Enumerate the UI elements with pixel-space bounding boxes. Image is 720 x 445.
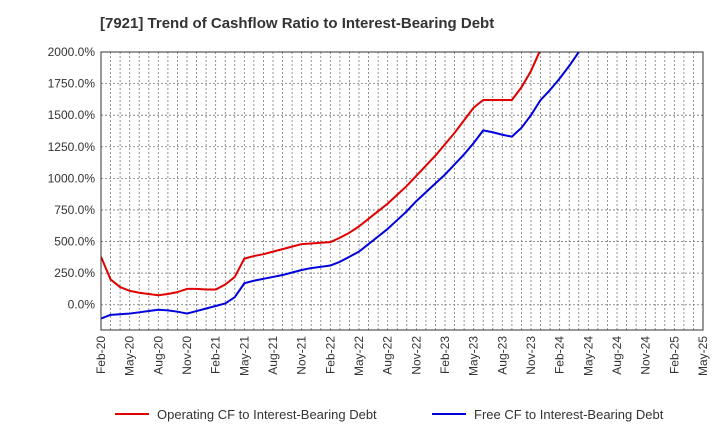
series-layer [101, 52, 580, 320]
y-tick-label: 0.0% [68, 298, 96, 312]
x-tick-label: May-23 [467, 336, 481, 376]
y-tick-label: 500.0% [54, 235, 95, 249]
x-tick-label: Nov-23 [524, 336, 538, 375]
legend: Operating CF to Interest-Bearing Debt Fre… [115, 407, 664, 422]
x-tick-label: Nov-22 [409, 336, 423, 375]
x-axis-ticks: Feb-20 May-20 Aug-20 Nov-20 Feb-21 May-21 Aug-… [94, 336, 710, 376]
x-tick-label: May-21 [237, 336, 251, 376]
legend-label: Operating CF to Interest-Bearing Debt [157, 407, 377, 422]
x-tick-label: Feb-22 [323, 336, 337, 374]
plot-frame [100, 51, 704, 331]
x-tick-label: Nov-24 [639, 336, 653, 375]
chart-title: [7921] Trend of Cashflow Ratio to Intere… [100, 15, 494, 32]
y-tick-label: 2000.0% [48, 45, 96, 59]
x-tick-label: Feb-25 [667, 336, 681, 374]
x-tick-label: Nov-21 [295, 336, 309, 375]
y-tick-label: 1000.0% [48, 171, 96, 185]
x-tick-label: Aug-23 [495, 336, 509, 375]
y-tick-label: 1750.0% [48, 77, 96, 91]
x-tick-label: May-20 [123, 336, 137, 376]
y-tick-label: 1250.0% [48, 140, 96, 154]
x-tick-label: Aug-24 [610, 336, 624, 375]
x-tick-label: Feb-24 [553, 336, 567, 374]
x-tick-label: Aug-20 [151, 336, 165, 375]
x-tick-label: Nov-20 [180, 336, 194, 375]
legend-label: Free CF to Interest-Bearing Debt [474, 407, 664, 422]
x-tick-label: May-24 [581, 336, 595, 376]
x-tick-label: May-22 [352, 336, 366, 376]
x-tick-label: Feb-23 [438, 336, 452, 374]
x-tick-label: Aug-21 [266, 336, 280, 375]
x-tick-label: Feb-20 [94, 336, 108, 374]
x-tick-label: Aug-22 [381, 336, 395, 375]
series-line-operating-cf [101, 52, 541, 297]
series-line-free-cf [101, 52, 580, 320]
y-tick-label: 1500.0% [48, 108, 96, 122]
y-tick-label: 250.0% [54, 266, 95, 280]
y-tick-label: 750.0% [54, 203, 95, 217]
x-tick-label: Feb-21 [209, 336, 223, 374]
y-axis-ticks: 0.0% 250.0% 500.0% 750.0% 1000.0% 1250.0% 1500… [48, 45, 96, 312]
x-tick-label: May-25 [696, 336, 710, 376]
